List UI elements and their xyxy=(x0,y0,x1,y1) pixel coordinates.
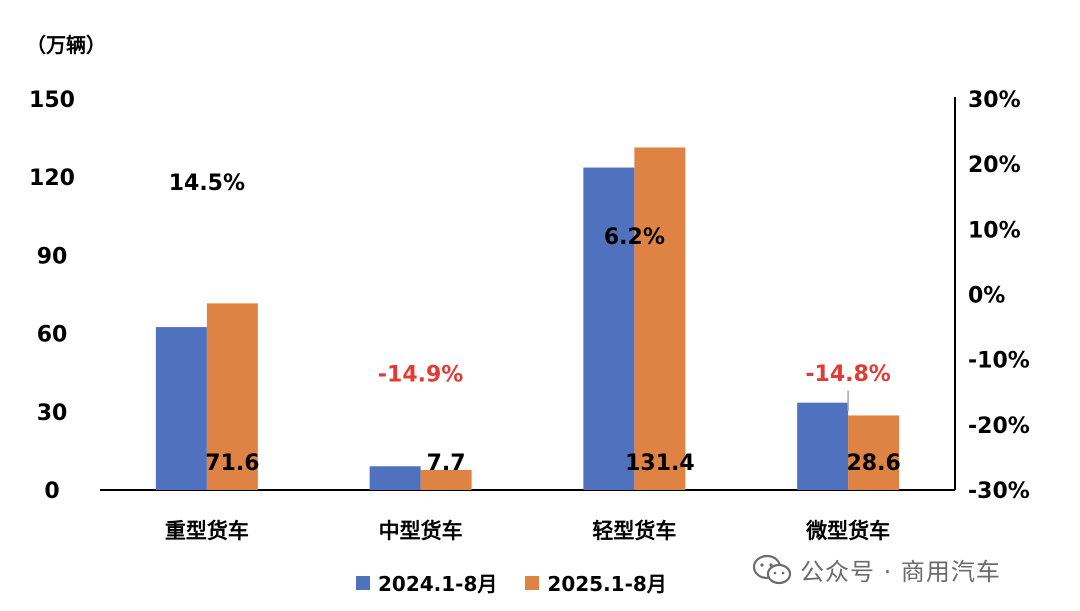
left-tick-label: 150 xyxy=(29,88,75,113)
left-tick-label: 120 xyxy=(29,166,75,191)
growth-label: 6.2% xyxy=(604,225,665,250)
bar-2025 xyxy=(634,147,686,490)
legend: 2024.1-8月 2025.1-8月 xyxy=(356,568,667,597)
legend-label-2024: 2024.1-8月 xyxy=(378,572,498,596)
category-label: 中型货车 xyxy=(379,519,463,543)
value-label: 131.4 xyxy=(625,451,695,476)
bar-2025 xyxy=(420,469,472,490)
left-tick-label: 30 xyxy=(37,401,68,426)
legend-item-2025: 2025.1-8月 xyxy=(525,568,667,597)
category-label: 重型货车 xyxy=(165,519,249,543)
left-tick-label: 90 xyxy=(37,244,68,269)
right-tick-label: -10% xyxy=(968,349,1030,374)
left-tick-label: 0 xyxy=(44,479,59,504)
bar-2025 xyxy=(206,303,258,490)
legend-swatch-2025 xyxy=(525,575,540,590)
growth-label: -14.8% xyxy=(805,362,890,387)
bar-2024 xyxy=(797,402,849,490)
bar-2024 xyxy=(369,466,421,490)
category-label: 微型货车 xyxy=(805,519,890,543)
watermark-text: 公众号 · 商用汽车 xyxy=(800,558,1001,586)
legend-item-2024: 2024.1-8月 xyxy=(356,568,497,597)
right-tick-label: 10% xyxy=(968,218,1021,243)
category-label: 轻型货车 xyxy=(592,519,676,543)
value-label: 28.6 xyxy=(846,451,900,476)
bar-2024 xyxy=(155,327,207,490)
watermark: 公众号 · 商用汽车 xyxy=(752,552,1001,587)
value-label: 7.7 xyxy=(427,451,466,476)
wechat-icon xyxy=(752,554,792,586)
growth-label: 14.5% xyxy=(169,171,245,196)
bar-2024 xyxy=(583,167,635,490)
left-tick-label: 60 xyxy=(37,323,68,348)
y-axis-unit-label: （万辆） xyxy=(26,33,106,57)
right-tick-label: 20% xyxy=(968,153,1021,178)
value-label: 71.6 xyxy=(205,451,259,476)
bar-2025 xyxy=(848,415,900,490)
right-tick-label: -20% xyxy=(968,414,1030,439)
right-tick-label: 30% xyxy=(968,88,1021,113)
right-tick-label: -30% xyxy=(968,479,1030,504)
growth-label: -14.9% xyxy=(378,363,463,388)
legend-swatch-2024 xyxy=(356,575,370,590)
right-tick-label: 0% xyxy=(968,284,1005,309)
legend-label-2025: 2025.1-8月 xyxy=(547,572,667,596)
